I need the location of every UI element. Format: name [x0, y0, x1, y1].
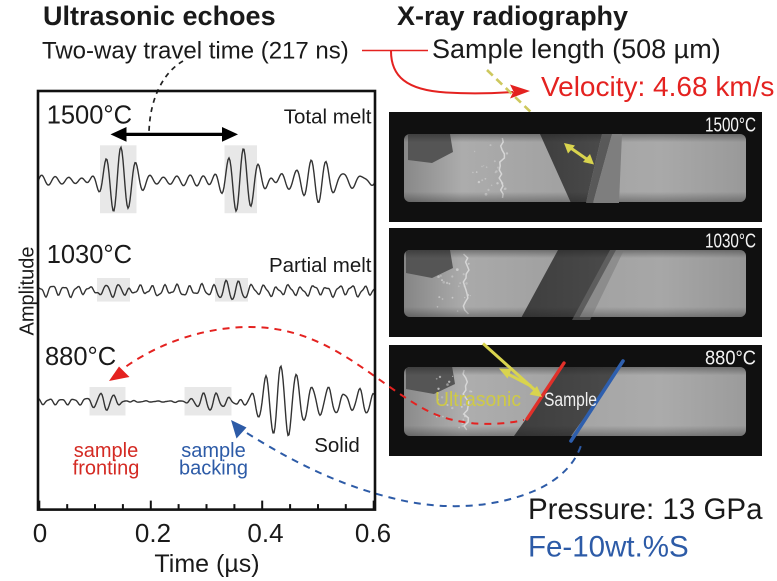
svg-text:Fe-10wt.%S: Fe-10wt.%S	[528, 531, 689, 564]
svg-text:0.2: 0.2	[135, 518, 171, 548]
svg-text:Sample length (508 µm): Sample length (508 µm)	[432, 34, 721, 64]
svg-text:0.6: 0.6	[355, 518, 391, 548]
svg-text:X-ray radiography: X-ray radiography	[397, 1, 628, 31]
svg-text:1500°C: 1500°C	[47, 102, 132, 130]
svg-text:Total melt: Total melt	[284, 106, 372, 129]
svg-text:Amplitude: Amplitude	[17, 247, 39, 336]
svg-text:Partial melt: Partial melt	[269, 254, 372, 277]
svg-text:1030°C: 1030°C	[705, 230, 756, 253]
svg-text:0.4: 0.4	[247, 518, 283, 548]
svg-text:backing: backing	[179, 458, 248, 480]
svg-text:Two-way travel time (217 ns): Two-way travel time (217 ns)	[42, 38, 349, 65]
svg-text:880°C: 880°C	[705, 347, 756, 370]
svg-text:1500°C: 1500°C	[705, 114, 756, 137]
svg-text:Solid: Solid	[314, 434, 360, 457]
svg-text:Ultrasonic: Ultrasonic	[435, 388, 521, 411]
svg-text:880°C: 880°C	[45, 343, 116, 371]
svg-text:fronting: fronting	[73, 458, 140, 480]
svg-text:Time (µs): Time (µs)	[154, 550, 259, 578]
svg-text:1030°C: 1030°C	[47, 241, 132, 269]
svg-text:0: 0	[33, 518, 47, 548]
svg-text:Pressure: 13 GPa: Pressure: 13 GPa	[528, 493, 763, 526]
svg-text:Sample: Sample	[544, 390, 597, 411]
svg-text:Ultrasonic echoes: Ultrasonic echoes	[43, 1, 276, 31]
svg-text:Velocity: 4.68 km/s: Velocity: 4.68 km/s	[541, 71, 774, 102]
svg-text:sample: sample	[74, 440, 138, 462]
svg-text:sample: sample	[181, 440, 245, 462]
